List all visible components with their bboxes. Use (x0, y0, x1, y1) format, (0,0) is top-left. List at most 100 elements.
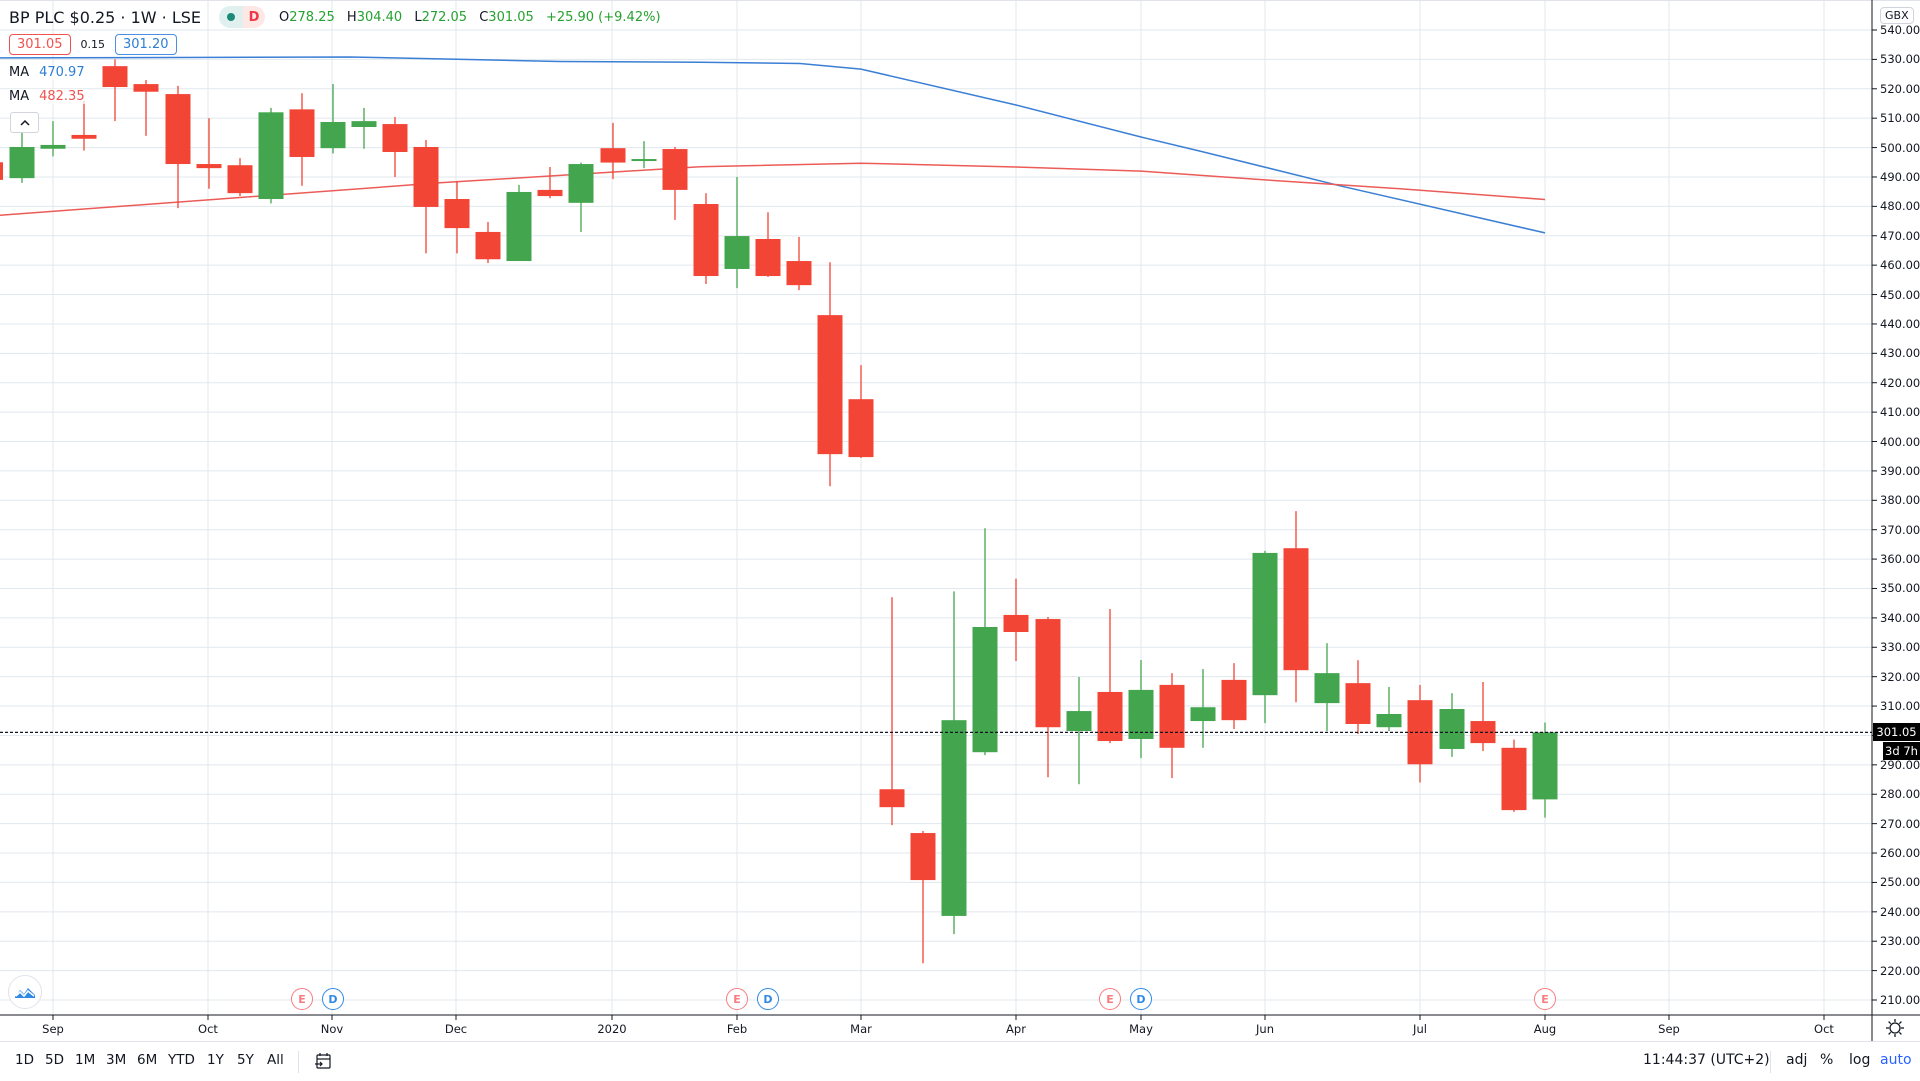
price-tick-label: 240.00 (1880, 904, 1920, 919)
symbol-title[interactable]: BP PLC $0.25 · 1W · LSE (9, 7, 202, 27)
dividend-event-marker[interactable]: D (322, 988, 344, 1010)
time-tick-label: Mar (850, 1022, 872, 1036)
range-5y-button[interactable]: 5Y (237, 1052, 254, 1068)
collapse-legend-button[interactable] (10, 112, 39, 133)
spread-value: 0.15 (80, 38, 106, 51)
chart-settings-button[interactable] (1885, 1018, 1905, 1038)
time-tick-label: Dec (444, 1022, 468, 1036)
time-tick-label: Oct (1814, 1022, 1834, 1036)
calendar-goto-icon (315, 1053, 331, 1069)
price-tick-label: 430.00 (1880, 346, 1920, 361)
range-1y-button[interactable]: 1Y (207, 1052, 224, 1068)
price-tick-label: 440.00 (1880, 316, 1920, 331)
price-tick-label: 500.00 (1880, 140, 1920, 155)
price-tick-label: 260.00 (1880, 846, 1920, 861)
price-tick-label: 530.00 (1880, 52, 1920, 67)
chart-axes (0, 0, 1920, 1041)
time-tick-label: Sep (1658, 1022, 1680, 1036)
go-to-date-button[interactable] (314, 1052, 332, 1070)
log-toggle[interactable]: log (1849, 1052, 1871, 1068)
range-5d-button[interactable]: 5D (45, 1052, 64, 1068)
price-tick-label: 370.00 (1880, 522, 1920, 537)
ma-fast-legend[interactable]: MA 470.97 (9, 65, 85, 80)
price-tick-label: 470.00 (1880, 228, 1920, 243)
buy-price-button[interactable]: 301.20 (115, 34, 177, 55)
range-1d-button[interactable]: 1D (15, 1052, 34, 1068)
tradingview-logo[interactable] (8, 975, 42, 1009)
divider (1770, 1051, 1771, 1073)
price-tick-label: 250.00 (1880, 875, 1920, 890)
price-tick-label: 310.00 (1880, 699, 1920, 714)
dividend-event-marker[interactable]: D (1130, 988, 1152, 1010)
auto-scale-toggle[interactable]: auto (1880, 1052, 1912, 1068)
time-tick-label: Sep (42, 1022, 64, 1036)
moving-average-lines (0, 56, 1546, 234)
open-value: 278.25 (289, 9, 335, 25)
time-tick-label: Feb (726, 1022, 748, 1036)
price-tick-label: 270.00 (1880, 816, 1920, 831)
price-tick-label: 280.00 (1880, 787, 1920, 802)
time-tick-label: 2020 (597, 1022, 627, 1036)
legend-header: BP PLC $0.25 · 1W · LSE D O278.25 H304.4… (9, 6, 669, 28)
price-tick-label: 390.00 (1880, 463, 1920, 478)
low-value: 272.05 (421, 9, 468, 25)
time-tick-label: Jun (1256, 1022, 1274, 1036)
last-price-label: 301.05 (1873, 723, 1920, 741)
price-tick-label: 220.00 (1880, 963, 1920, 978)
price-tick-label: 340.00 (1880, 610, 1920, 625)
data-flag-badge: D (243, 6, 266, 28)
price-tick-label: 540.00 (1880, 23, 1920, 37)
ma-slow-legend[interactable]: MA 482.35 (9, 89, 85, 104)
range-6m-button[interactable]: 6M (137, 1052, 158, 1068)
ohlc-values: O278.25 H304.40 L272.05 C301.05 +25.90 (… (279, 9, 661, 25)
candlesticks (0, 59, 1558, 964)
earnings-event-marker[interactable]: E (1534, 988, 1556, 1010)
price-tick-label: 210.00 (1880, 993, 1920, 1007)
earnings-event-marker[interactable]: E (726, 988, 748, 1010)
price-tick-label: 350.00 (1880, 581, 1920, 596)
sell-price-button[interactable]: 301.05 (9, 34, 71, 55)
price-tick-label: 380.00 (1880, 493, 1920, 508)
divider (298, 1051, 299, 1073)
price-tick-label: 400.00 (1880, 434, 1920, 449)
price-tick-label: 520.00 (1880, 81, 1920, 96)
percent-toggle[interactable]: % (1820, 1052, 1834, 1068)
time-tick-label: Oct (198, 1022, 218, 1036)
change-value: +25.90 (+9.42%) (545, 9, 661, 25)
chevron-up-icon (19, 119, 30, 126)
price-tick-label: 490.00 (1880, 169, 1920, 184)
price-tick-label: 450.00 (1880, 287, 1920, 302)
adjust-toggle[interactable]: adj (1786, 1052, 1808, 1068)
market-status-pill[interactable]: D (219, 6, 266, 28)
range-1m-button[interactable]: 1M (75, 1052, 96, 1068)
price-tick-label: 480.00 (1880, 199, 1920, 214)
price-tick-label: 360.00 (1880, 552, 1920, 567)
earnings-event-marker[interactable]: E (291, 988, 313, 1010)
time-tick-label: Jul (1413, 1022, 1427, 1036)
time-tick-label: May (1129, 1022, 1153, 1036)
ma-slow-value: 482.35 (39, 89, 85, 104)
price-tick-label: 290.00 (1880, 757, 1920, 772)
close-value: 301.05 (488, 9, 534, 25)
range-ytd-button[interactable]: YTD (168, 1052, 195, 1068)
price-tick-label: 230.00 (1880, 934, 1920, 949)
ma-fast-value: 470.97 (39, 65, 85, 80)
price-tick-label: 460.00 (1880, 258, 1920, 273)
bar-countdown: 3d 7h (1883, 742, 1920, 760)
range-3m-button[interactable]: 3M (106, 1052, 127, 1068)
gear-icon (1886, 1019, 1904, 1037)
logo-icon (15, 988, 35, 998)
currency-label[interactable]: GBX (1880, 7, 1914, 24)
time-tick-label: Aug (1533, 1022, 1557, 1036)
price-tick-label: 510.00 (1880, 111, 1920, 126)
high-value: 304.40 (356, 9, 403, 25)
range-all-button[interactable]: All (267, 1052, 284, 1068)
earnings-event-marker[interactable]: E (1099, 988, 1121, 1010)
dividend-event-marker[interactable]: D (757, 988, 779, 1010)
market-open-dot-icon (227, 13, 236, 21)
clock-timezone[interactable]: 11:44:37 (UTC+2) (1643, 1052, 1770, 1068)
time-tick-label: Apr (1006, 1022, 1026, 1036)
bottom-toolbar: 1D 5D 1M 3M 6M YTD 1Y 5Y All 11:44:37 (U… (0, 1041, 1920, 1081)
price-tick-label: 420.00 (1880, 375, 1920, 390)
